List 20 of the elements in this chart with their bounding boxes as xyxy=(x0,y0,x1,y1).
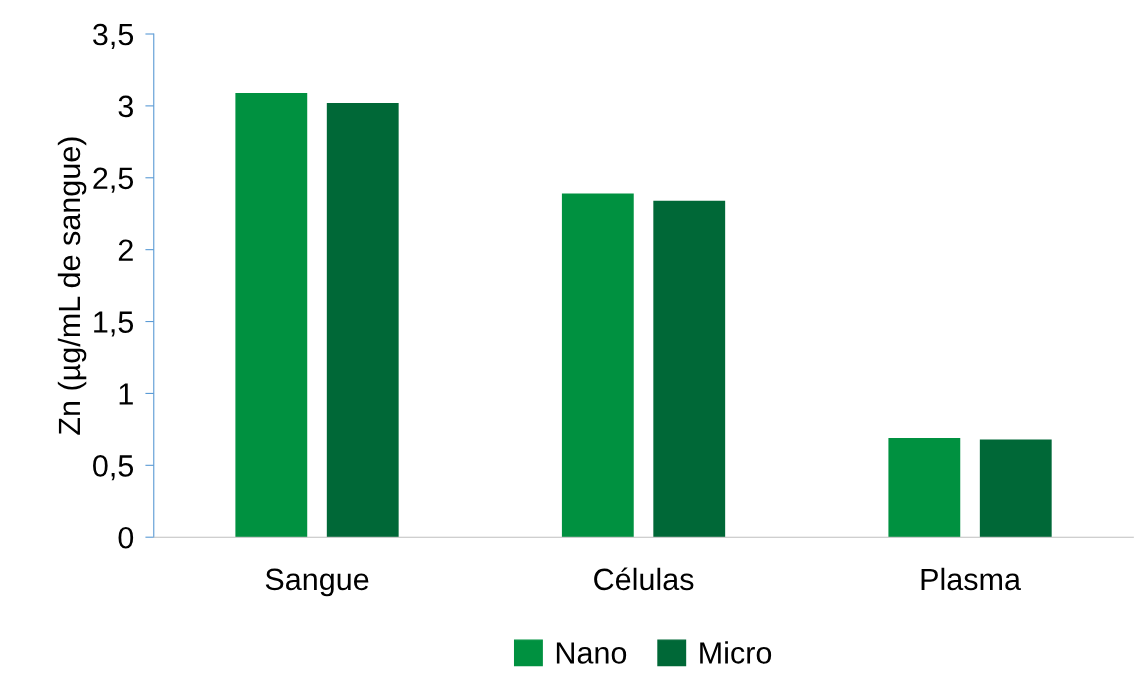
y-tick-label: 2 xyxy=(118,239,133,261)
x-tick-label: Plasma xyxy=(921,567,1021,591)
y-axis-title: Zn (µg/mL de sangue) xyxy=(57,137,87,435)
y-tick-label: 0 xyxy=(118,526,134,549)
y-tick-label: 1 xyxy=(119,383,133,405)
bar xyxy=(326,103,399,538)
bar xyxy=(235,92,308,538)
y-tick-label: 3,5 xyxy=(93,23,134,49)
x-tick-label: Células xyxy=(594,567,694,591)
legend-label: Micro xyxy=(700,641,772,664)
y-tick-label: 0,5 xyxy=(93,455,134,481)
y-tick-label: 2,5 xyxy=(93,167,134,193)
y-tick-label: 1,5 xyxy=(94,311,134,337)
bar xyxy=(979,439,1052,538)
bar xyxy=(888,438,961,538)
x-tick-label: Sangue xyxy=(265,568,369,597)
y-tick-label: 3 xyxy=(118,95,133,118)
legend-label: Nano xyxy=(556,642,627,664)
bar xyxy=(561,193,634,538)
bar xyxy=(653,200,726,538)
